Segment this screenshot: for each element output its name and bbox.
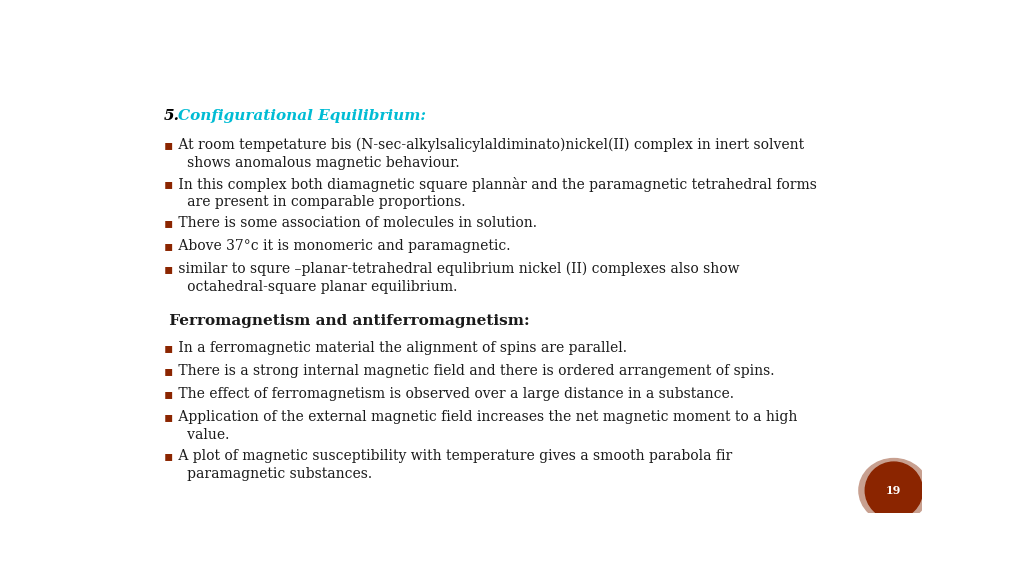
Text: ▪: ▪ — [164, 239, 173, 253]
Text: shows anomalous magnetic behaviour.: shows anomalous magnetic behaviour. — [174, 156, 460, 170]
Text: A plot of magnetic susceptibility with temperature gives a smooth parabola fir: A plot of magnetic susceptibility with t… — [174, 449, 732, 463]
Ellipse shape — [859, 458, 929, 522]
Text: There is a strong internal magnetic field and there is ordered arrangement of sp: There is a strong internal magnetic fiel… — [174, 364, 774, 378]
Text: 19: 19 — [886, 485, 901, 496]
Text: In a ferromagnetic material the alignment of spins are parallel.: In a ferromagnetic material the alignmen… — [174, 341, 627, 355]
Text: ▪: ▪ — [164, 387, 173, 401]
Ellipse shape — [865, 462, 923, 519]
Text: Above 37°c it is monomeric and paramagnetic.: Above 37°c it is monomeric and paramagne… — [174, 239, 511, 253]
Text: ▪: ▪ — [164, 262, 173, 276]
Text: The effect of ferromagnetism is observed over a large distance in a substance.: The effect of ferromagnetism is observed… — [174, 387, 734, 401]
Text: Configurational Equilibrium:: Configurational Equilibrium: — [178, 109, 426, 123]
Text: are present in comparable proportions.: are present in comparable proportions. — [174, 195, 466, 209]
Text: ▪: ▪ — [164, 364, 173, 378]
Text: Ferromagnetism and antiferromagnetism:: Ferromagnetism and antiferromagnetism: — [164, 314, 529, 328]
Text: 5.: 5. — [164, 109, 179, 123]
Text: similar to squre –planar-tetrahedral equlibrium nickel (II) complexes also show: similar to squre –planar-tetrahedral equ… — [174, 262, 739, 276]
Text: octahedral-square planar equilibrium.: octahedral-square planar equilibrium. — [174, 280, 458, 294]
Text: ▪: ▪ — [164, 216, 173, 230]
Text: Application of the external magnetic field increases the net magnetic moment to : Application of the external magnetic fie… — [174, 410, 798, 424]
Text: At room tempetature bis (N-sec-alkylsalicylaldiminato)nickel(II) complex in iner: At room tempetature bis (N-sec-alkylsali… — [174, 138, 804, 152]
Text: ▪: ▪ — [164, 449, 173, 463]
Text: In this complex both diamagnetic square plannàr and the paramagnetic tetrahedral: In this complex both diamagnetic square … — [174, 177, 817, 192]
Text: ▪: ▪ — [164, 410, 173, 424]
Text: ▪: ▪ — [164, 341, 173, 355]
Text: There is some association of molecules in solution.: There is some association of molecules i… — [174, 216, 537, 230]
Text: ▪: ▪ — [164, 177, 173, 191]
Text: paramagnetic substances.: paramagnetic substances. — [174, 467, 372, 482]
Text: value.: value. — [174, 429, 229, 442]
Text: ▪: ▪ — [164, 138, 173, 152]
